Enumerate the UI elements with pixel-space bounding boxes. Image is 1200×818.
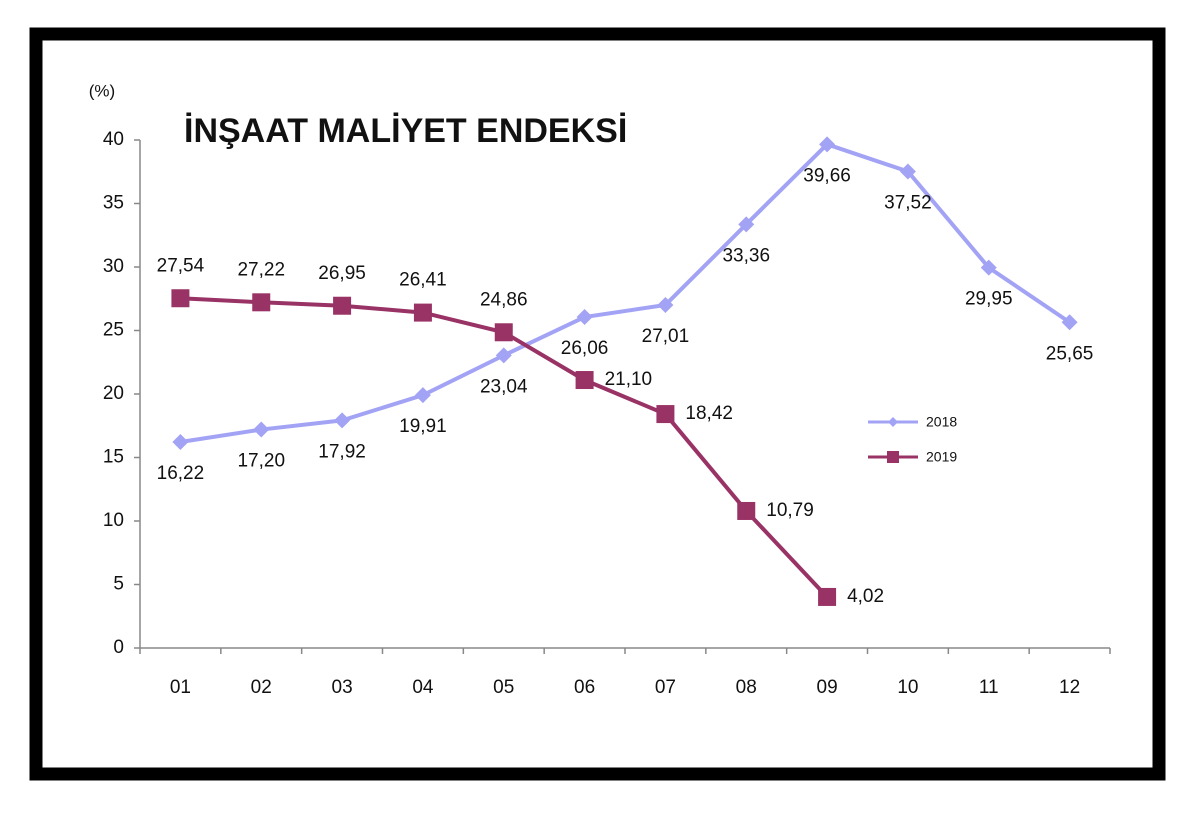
data-label: 24,86 [480, 289, 528, 310]
data-label: 27,54 [157, 255, 205, 276]
legend-marker [887, 451, 899, 463]
data-label: 29,95 [965, 289, 1013, 310]
data-point [738, 216, 755, 233]
x-tick-label: 06 [574, 677, 595, 698]
y-tick-label: 0 [113, 637, 124, 658]
x-tick-label: 08 [736, 677, 757, 698]
legend-label: 2019 [926, 449, 957, 465]
data-point [818, 587, 837, 606]
y-tick-label: 40 [103, 129, 124, 150]
y-tick-label: 30 [103, 256, 124, 277]
data-point [334, 412, 351, 429]
data-label: 25,65 [1046, 343, 1094, 364]
data-label: 39,66 [803, 165, 851, 186]
data-point [656, 405, 675, 424]
data-point [819, 136, 836, 153]
data-point [737, 501, 756, 520]
x-tick-label: 03 [332, 677, 353, 698]
data-point [171, 289, 190, 308]
data-label: 17,92 [318, 441, 366, 462]
data-point [253, 421, 270, 438]
data-label: 26,95 [318, 263, 366, 284]
data-label: 37,52 [884, 193, 932, 214]
y-tick-label: 15 [103, 447, 124, 468]
x-tick-label: 09 [817, 677, 838, 698]
data-point [576, 309, 593, 326]
data-point [414, 387, 431, 404]
data-point [980, 259, 997, 276]
data-label: 19,91 [399, 416, 447, 437]
data-label: 26,06 [561, 338, 609, 359]
data-point [252, 293, 271, 312]
x-tick-label: 11 [979, 677, 999, 698]
chart-title: İNŞAAT MALİYET ENDEKSİ [184, 112, 627, 150]
data-point [1061, 314, 1078, 331]
y-tick-label: 20 [103, 383, 124, 404]
x-tick-label: 01 [170, 677, 191, 698]
x-tick-label: 05 [493, 677, 514, 698]
x-tick-label: 04 [412, 677, 434, 698]
data-label: 4,02 [847, 586, 884, 607]
x-tick-label: 02 [251, 677, 272, 698]
data-label: 33,36 [722, 245, 770, 266]
data-label: 27,01 [642, 326, 690, 347]
data-label: 18,42 [685, 403, 733, 424]
data-point [172, 434, 189, 451]
data-point [495, 347, 512, 364]
data-point [657, 296, 674, 313]
data-label: 21,10 [605, 369, 653, 390]
data-label: 10,79 [766, 500, 814, 521]
data-point [494, 323, 513, 342]
x-tick-label: 12 [1059, 677, 1080, 698]
data-point [413, 303, 432, 322]
data-label: 17,20 [237, 451, 285, 472]
frame [29, 27, 1166, 781]
y-tick-label: 5 [113, 574, 124, 595]
y-tick-label: 25 [103, 320, 124, 341]
data-label: 23,04 [480, 376, 528, 397]
x-tick-label: 07 [655, 677, 676, 698]
y-axis-label: (%) [89, 81, 115, 100]
legend-marker [888, 417, 898, 427]
y-tick-label: 35 [103, 193, 124, 214]
legend-label: 2018 [926, 414, 957, 430]
data-point [899, 163, 916, 180]
data-label: 16,22 [157, 463, 205, 484]
data-point [575, 371, 594, 390]
series-line [180, 142, 1071, 444]
x-tick-label: 10 [897, 677, 918, 698]
y-tick-label: 10 [103, 510, 124, 531]
data-label: 26,41 [399, 270, 447, 291]
data-label: 27,22 [237, 259, 285, 280]
data-point [333, 296, 352, 315]
